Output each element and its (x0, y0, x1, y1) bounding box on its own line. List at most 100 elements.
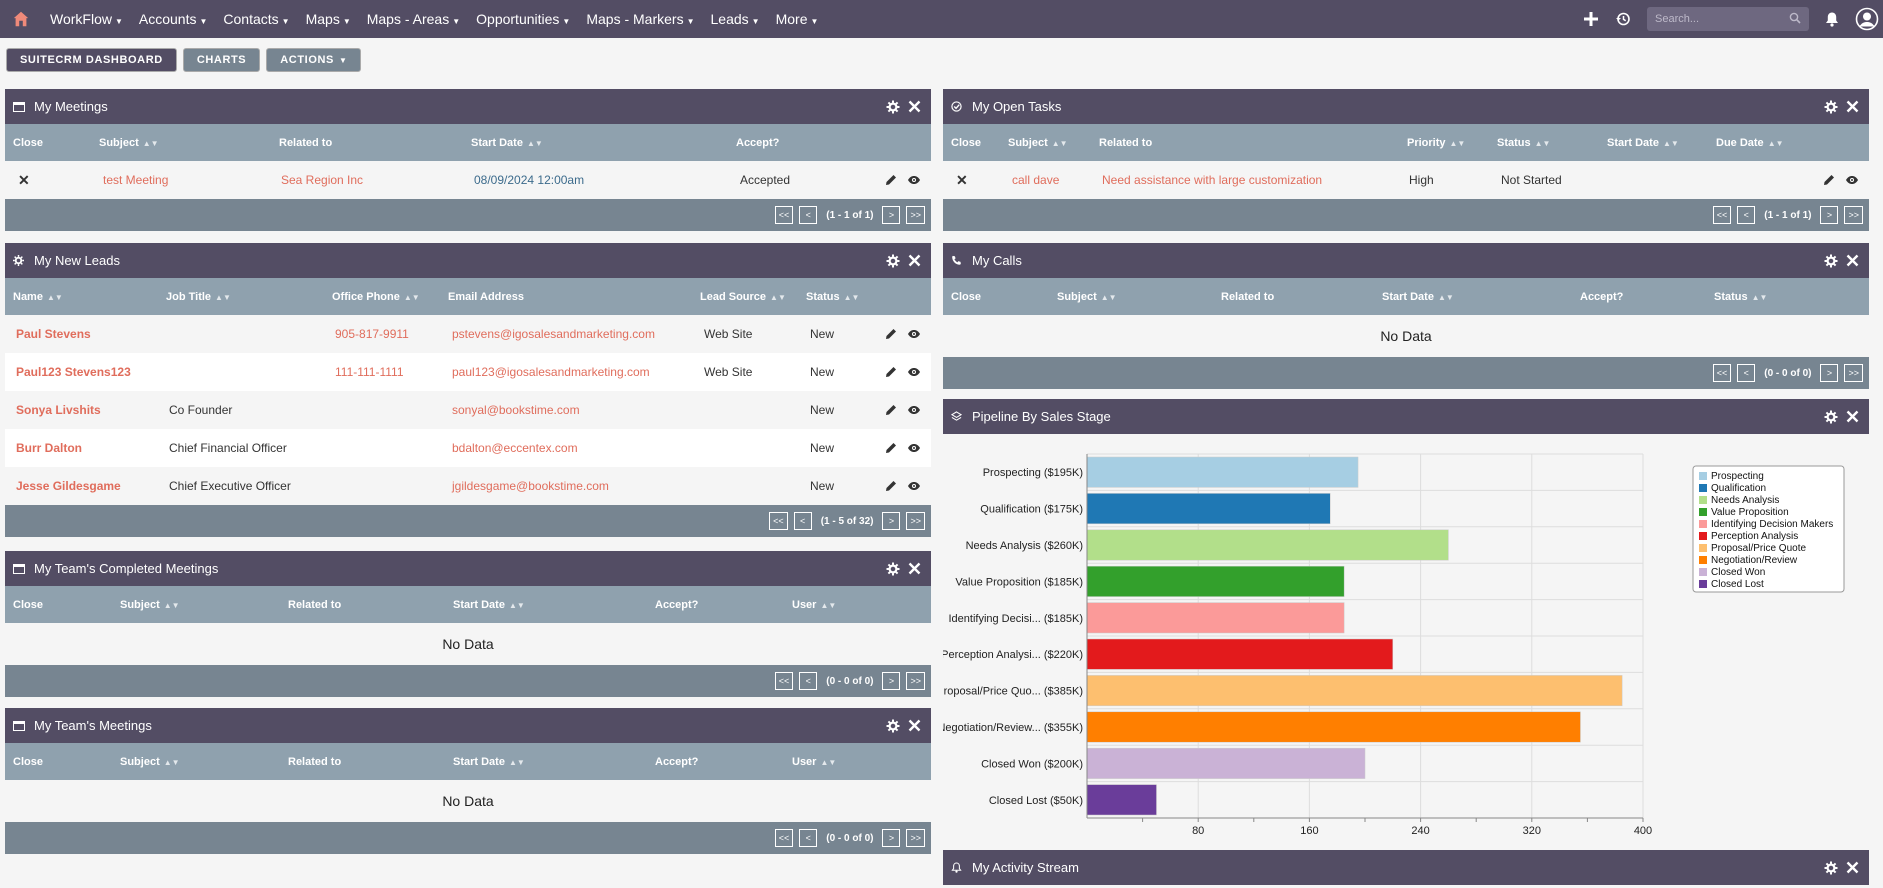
settings-gear-icon[interactable] (1824, 410, 1838, 424)
search-box[interactable] (1647, 7, 1809, 31)
search-icon[interactable] (1789, 12, 1801, 27)
close-dashlet-icon[interactable] (908, 562, 921, 575)
home-icon[interactable] (0, 0, 42, 38)
close-dashlet-icon[interactable] (1846, 861, 1859, 874)
lead-name-link[interactable]: Paul Stevens (16, 327, 91, 341)
view-eye-icon[interactable] (907, 481, 921, 491)
settings-gear-icon[interactable] (1824, 861, 1838, 875)
sort-icon[interactable]: ▲▼ (163, 757, 180, 767)
col-start-date[interactable]: Start Date ▲▼ (453, 599, 525, 611)
col-due-date[interactable]: Due Date ▲▼ (1716, 137, 1784, 149)
nav-item-accounts[interactable]: Accounts ▼ (139, 11, 208, 27)
sort-icon[interactable]: ▲▼ (1767, 138, 1784, 148)
sort-icon[interactable]: ▲▼ (508, 757, 525, 767)
prev-page-button[interactable]: < (799, 829, 818, 847)
nav-item-workflow[interactable]: WorkFlow ▼ (50, 11, 123, 27)
prev-page-button[interactable]: < (799, 672, 818, 690)
lead-name-link[interactable]: Jesse Gildesgame (16, 479, 121, 493)
email-link[interactable]: jgildesgame@bookstime.com (452, 479, 609, 493)
lead-name-link[interactable]: Burr Dalton (16, 441, 82, 455)
settings-gear-icon[interactable] (1824, 254, 1838, 268)
next-page-button[interactable]: > (1820, 364, 1839, 382)
lead-name-link[interactable]: Sonya Livshits (16, 403, 101, 417)
col-start-date[interactable]: Start Date ▲▼ (471, 137, 543, 149)
col-subject[interactable]: Subject ▲▼ (1057, 291, 1117, 303)
col-user[interactable]: User ▲▼ (792, 756, 836, 768)
sort-icon[interactable]: ▲▼ (403, 292, 420, 302)
sort-icon[interactable]: ▲▼ (526, 138, 543, 148)
close-dashlet-icon[interactable] (908, 254, 921, 267)
nav-item-leads[interactable]: Leads ▼ (711, 11, 760, 27)
edit-pencil-icon[interactable] (885, 404, 897, 416)
next-page-button[interactable]: > (882, 672, 901, 690)
first-page-button[interactable]: << (774, 672, 794, 690)
view-eye-icon[interactable] (907, 405, 921, 415)
email-link[interactable]: paul123@igosalesandmarketing.com (452, 365, 650, 379)
sort-icon[interactable]: ▲▼ (1051, 138, 1068, 148)
nav-item-more[interactable]: More ▼ (776, 11, 819, 27)
edit-pencil-icon[interactable] (1823, 174, 1835, 186)
col-lead-source[interactable]: Lead Source ▲▼ (700, 291, 786, 303)
col-start-date[interactable]: Start Date ▲▼ (453, 756, 525, 768)
sort-icon[interactable]: ▲▼ (820, 600, 837, 610)
prev-page-button[interactable]: < (793, 512, 812, 530)
next-page-button[interactable]: > (882, 206, 901, 224)
edit-pencil-icon[interactable] (885, 328, 897, 340)
sort-icon[interactable]: ▲▼ (142, 138, 159, 148)
col-status[interactable]: Status ▲▼ (1714, 291, 1767, 303)
next-page-button[interactable]: > (882, 512, 901, 530)
first-page-button[interactable]: << (1712, 364, 1732, 382)
sort-icon[interactable]: ▲▼ (163, 600, 180, 610)
close-icon[interactable]: ✕ (956, 171, 968, 188)
sort-icon[interactable]: ▲▼ (1751, 292, 1768, 302)
nav-item-opportunities[interactable]: Opportunities ▼ (476, 11, 570, 27)
nav-item-maps-areas[interactable]: Maps - Areas ▼ (367, 11, 460, 27)
close-dashlet-icon[interactable] (908, 100, 921, 113)
subject-link[interactable]: test Meeting (103, 173, 169, 187)
last-page-button[interactable]: >> (906, 512, 925, 530)
settings-gear-icon[interactable] (886, 254, 900, 268)
last-page-button[interactable]: >> (906, 672, 925, 690)
first-page-button[interactable]: << (769, 512, 788, 530)
col-subject[interactable]: Subject ▲▼ (99, 137, 159, 149)
settings-gear-icon[interactable] (886, 100, 900, 114)
nav-item-contacts[interactable]: Contacts ▼ (223, 11, 289, 27)
col-priority[interactable]: Priority ▲▼ (1407, 137, 1465, 149)
settings-gear-icon[interactable] (886, 562, 900, 576)
subject-link[interactable]: call dave (1012, 173, 1060, 187)
edit-pencil-icon[interactable] (885, 480, 897, 492)
col-status[interactable]: Status ▲▼ (806, 291, 859, 303)
history-icon[interactable] (1615, 11, 1631, 27)
email-link[interactable]: bdalton@eccentex.com (452, 441, 578, 455)
related-link[interactable]: Sea Region Inc (281, 173, 364, 187)
settings-gear-icon[interactable] (1824, 100, 1838, 114)
nav-item-maps-markers[interactable]: Maps - Markers ▼ (586, 11, 694, 27)
sort-icon[interactable]: ▲▼ (1437, 292, 1454, 302)
next-page-button[interactable]: > (1820, 206, 1839, 224)
col-start-date[interactable]: Start Date ▲▼ (1607, 137, 1679, 149)
sort-icon[interactable]: ▲▼ (820, 757, 837, 767)
close-dashlet-icon[interactable] (908, 719, 921, 732)
first-page-button[interactable]: << (1712, 206, 1732, 224)
sort-icon[interactable]: ▲▼ (46, 292, 63, 302)
sort-icon[interactable]: ▲▼ (1662, 138, 1679, 148)
col-user[interactable]: User ▲▼ (792, 599, 836, 611)
sort-icon[interactable]: ▲▼ (1100, 292, 1117, 302)
col-subject[interactable]: Subject ▲▼ (120, 756, 180, 768)
col-office-phone[interactable]: Office Phone ▲▼ (332, 291, 420, 303)
actions-button[interactable]: ACTIONS ▼ (266, 48, 362, 72)
suitecrm-dashboard-tab[interactable]: SUITECRM DASHBOARD (6, 48, 177, 72)
sort-icon[interactable]: ▲▼ (770, 292, 786, 302)
view-eye-icon[interactable] (907, 175, 921, 185)
col-name[interactable]: Name ▲▼ (13, 291, 63, 303)
next-page-button[interactable]: > (882, 829, 901, 847)
close-icon[interactable]: ✕ (18, 171, 30, 188)
edit-pencil-icon[interactable] (885, 174, 897, 186)
col-job-title[interactable]: Job Title ▲▼ (166, 291, 231, 303)
close-dashlet-icon[interactable] (1846, 410, 1859, 423)
sort-icon[interactable]: ▲▼ (215, 292, 231, 302)
first-page-button[interactable]: << (774, 829, 794, 847)
first-page-button[interactable]: << (774, 206, 794, 224)
col-subject[interactable]: Subject ▲▼ (1008, 137, 1068, 149)
last-page-button[interactable]: >> (1844, 206, 1863, 224)
